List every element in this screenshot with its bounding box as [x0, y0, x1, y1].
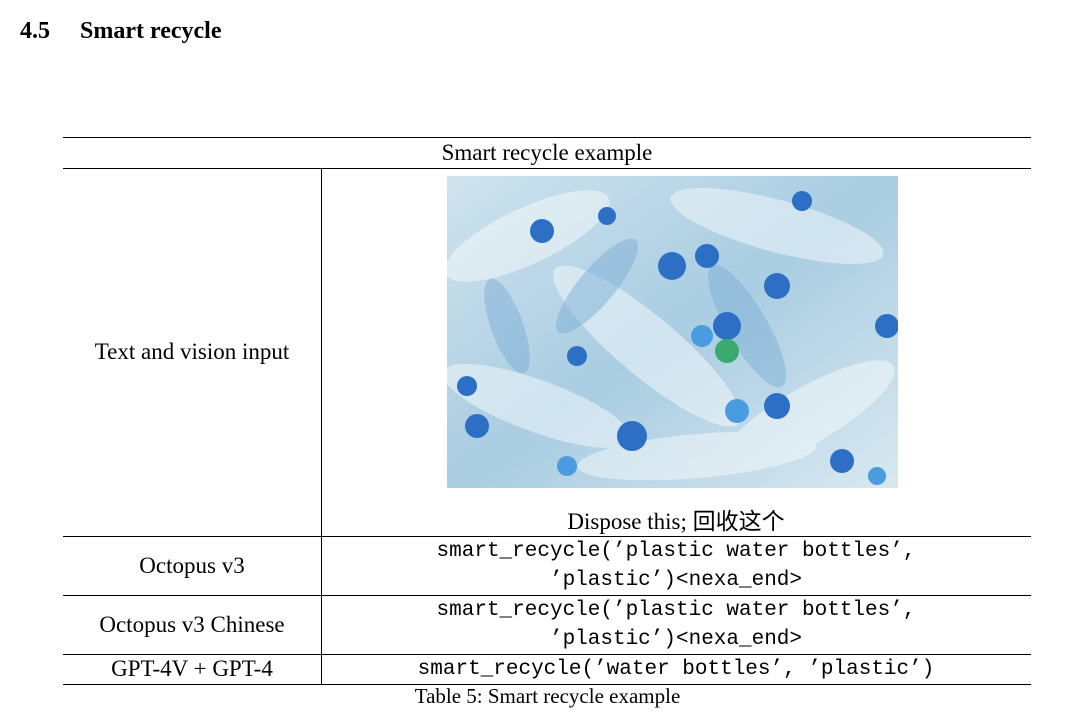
model-output: smart_recycle(’plastic water bottles’, ’…: [321, 595, 1031, 654]
section-number: 4.5: [20, 18, 50, 44]
row-label: Text and vision input: [94, 339, 290, 364]
table-rule: [63, 684, 1031, 685]
table-caption: Table 5: Smart recycle example: [414, 684, 681, 708]
table-rule: [63, 137, 1031, 138]
table-rule: [63, 536, 1031, 537]
output-line: smart_recycle(’plastic water bottles’,: [436, 539, 916, 563]
output-line: smart_recycle(’plastic water bottles’,: [436, 598, 916, 622]
row-label: Octopus v3 Chinese: [99, 611, 285, 637]
row-label: Octopus v3: [139, 552, 245, 578]
row-label: GPT-4V + GPT-4: [111, 656, 273, 681]
model-output: smart_recycle(’water bottles’, ’plastic’…: [321, 654, 1031, 684]
output-line: ’plastic’)<nexa_end>: [549, 627, 803, 651]
column-divider: [321, 168, 322, 684]
section-title: Smart recycle: [80, 18, 222, 44]
output-line: ’plastic’)<nexa_end>: [549, 568, 803, 592]
section-heading: 4.5 Smart recycle: [20, 18, 221, 45]
table-rule: [63, 168, 1031, 169]
plastic-bottles-image: [447, 176, 898, 488]
table-rule: [63, 654, 1031, 655]
model-output: smart_recycle(’plastic water bottles’, ’…: [321, 536, 1031, 595]
input-prompt: Dispose this; 回收这个: [567, 509, 785, 534]
table-header: Smart recycle example: [441, 139, 653, 165]
output-line: smart_recycle(’water bottles’, ’plastic’…: [417, 657, 935, 681]
table-rule: [63, 595, 1031, 596]
